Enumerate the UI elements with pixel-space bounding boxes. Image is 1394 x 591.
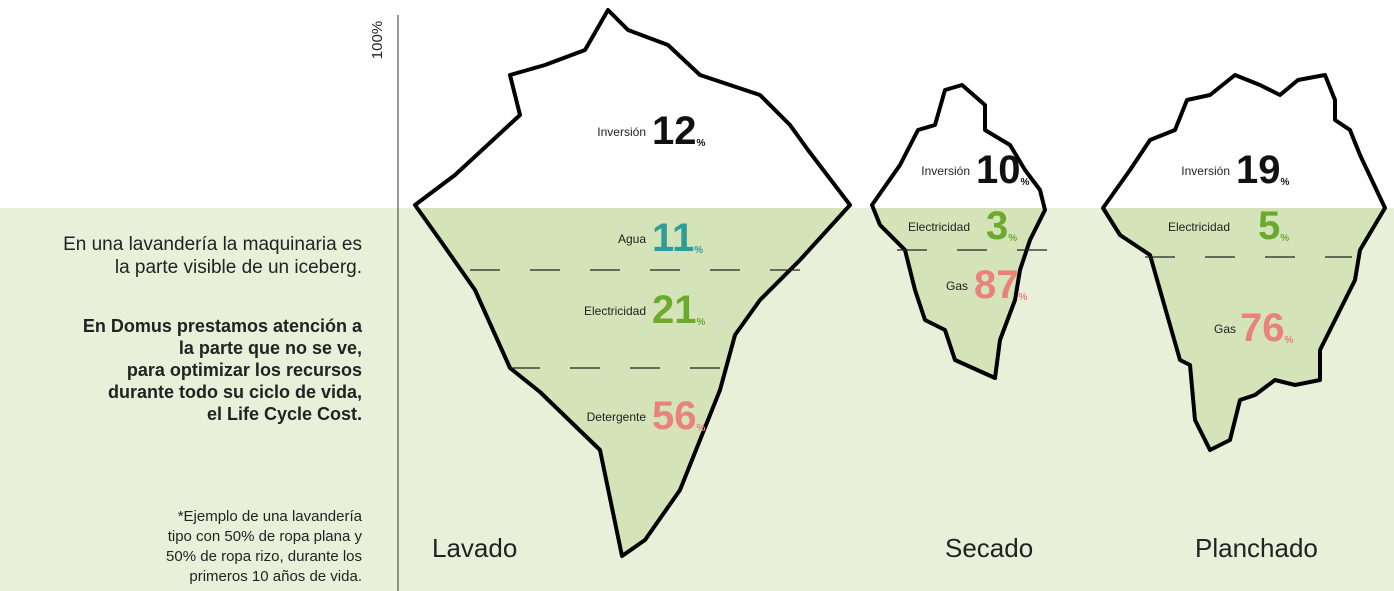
iceberg-name: Secado: [945, 533, 1033, 563]
segment-label: Inversión: [1181, 164, 1230, 178]
intro-line: la parte visible de un iceberg.: [115, 257, 362, 278]
emphasis-line: el Life Cycle Cost.: [207, 404, 362, 424]
segment-unit: %: [1285, 335, 1294, 346]
segment-label: Electricidad: [584, 304, 646, 318]
segment-label: Gas: [946, 279, 968, 293]
segment-unit: %: [1019, 292, 1028, 303]
emphasis-line: la parte que no se ve,: [179, 338, 362, 358]
segment-number: 21: [652, 288, 697, 332]
footnote-line: tipo con 50% de ropa plana y: [168, 528, 363, 545]
emphasis-line: para optimizar los recursos: [127, 360, 362, 380]
segment-label: Detergente: [587, 410, 647, 424]
segment-unit: %: [1021, 177, 1030, 188]
emphasis-line: En Domus prestamos atención a: [83, 316, 363, 336]
segment-unit: %: [1281, 177, 1290, 188]
iceberg-name: Planchado: [1195, 533, 1318, 563]
footnote-line: 50% de ropa rizo, durante los: [166, 548, 362, 565]
segment-number: 11: [652, 216, 694, 260]
segment-label: Gas: [1214, 322, 1236, 336]
segment-unit: %: [697, 138, 706, 149]
segment-unit: %: [694, 245, 703, 256]
segment-number: 19: [1236, 148, 1281, 192]
segment-number: 76: [1240, 306, 1285, 350]
footnote-line: *Ejemplo de una lavandería: [178, 508, 363, 525]
intro-line: En una lavandería la maquinaria es: [63, 234, 362, 255]
segment-label: Inversión: [921, 164, 970, 178]
segment-number: 3: [986, 204, 1008, 248]
segment-unit: %: [1280, 233, 1289, 244]
segment-number: 12: [652, 109, 697, 153]
segment-label: Electricidad: [1168, 220, 1230, 234]
segment-number: 87: [974, 263, 1019, 307]
segment-number: 5: [1258, 204, 1280, 248]
segment-label: Electricidad: [908, 220, 970, 234]
axis-label: 100%: [369, 21, 386, 59]
iceberg-name: Lavado: [432, 533, 517, 563]
segment-number: 10: [976, 148, 1021, 192]
segment-label: Inversión: [597, 125, 646, 139]
segment-number: 56: [652, 394, 697, 438]
segment-label: Agua: [618, 232, 646, 246]
infographic: 100% En una lavandería la maquinaria esl…: [0, 0, 1394, 591]
footnote-line: primeros 10 años de vida.: [189, 568, 362, 585]
segment-unit: %: [1008, 233, 1017, 244]
segment-unit: %: [697, 317, 706, 328]
emphasis-line: durante todo su ciclo de vida,: [108, 382, 362, 402]
segment-unit: %: [697, 423, 706, 434]
